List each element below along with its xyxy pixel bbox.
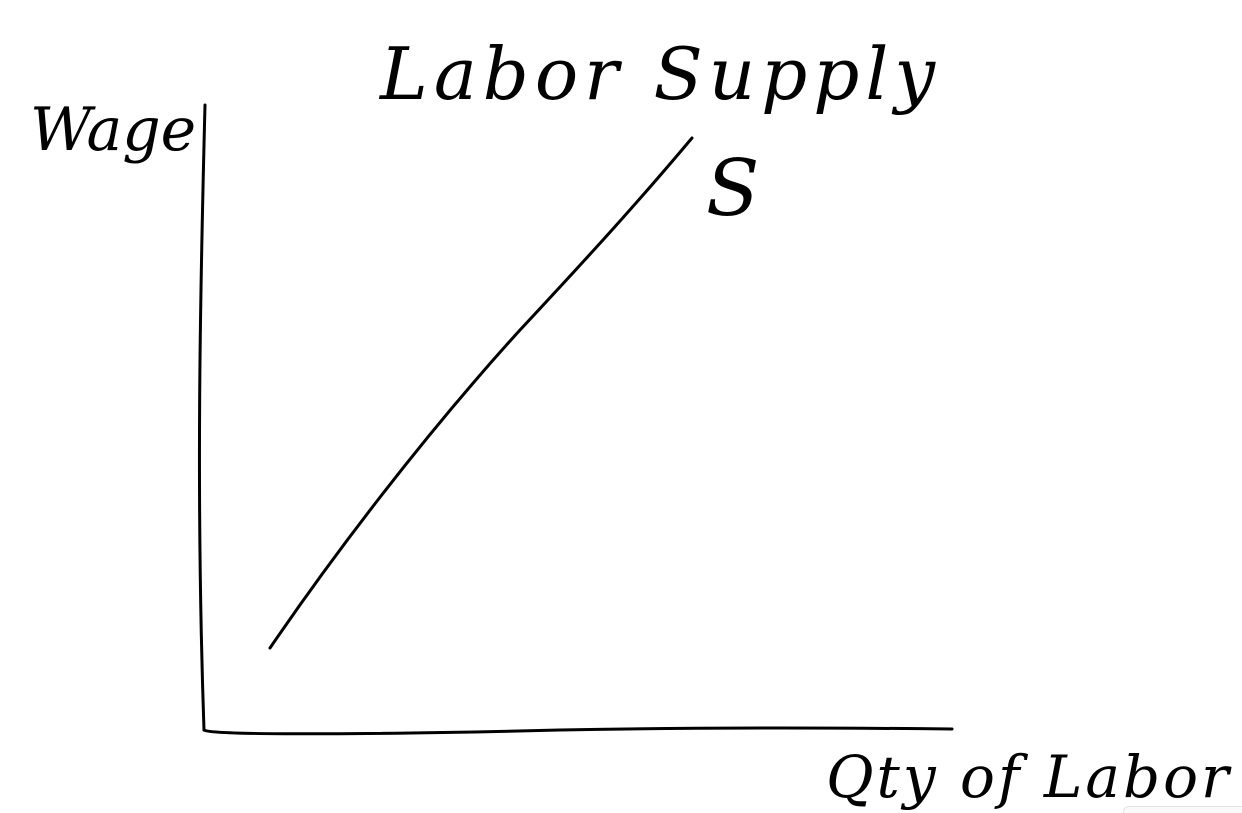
diagram-title: Labor Supply xyxy=(380,32,942,116)
corner-resize-handle xyxy=(1123,806,1242,813)
y-axis xyxy=(197,103,207,732)
supply-curve-label: S xyxy=(706,144,760,234)
x-axis-label: Qty of Labor xyxy=(826,743,1232,811)
x-axis xyxy=(202,726,954,736)
supply-curve xyxy=(268,136,694,650)
y-axis-label: Wage xyxy=(30,95,197,165)
